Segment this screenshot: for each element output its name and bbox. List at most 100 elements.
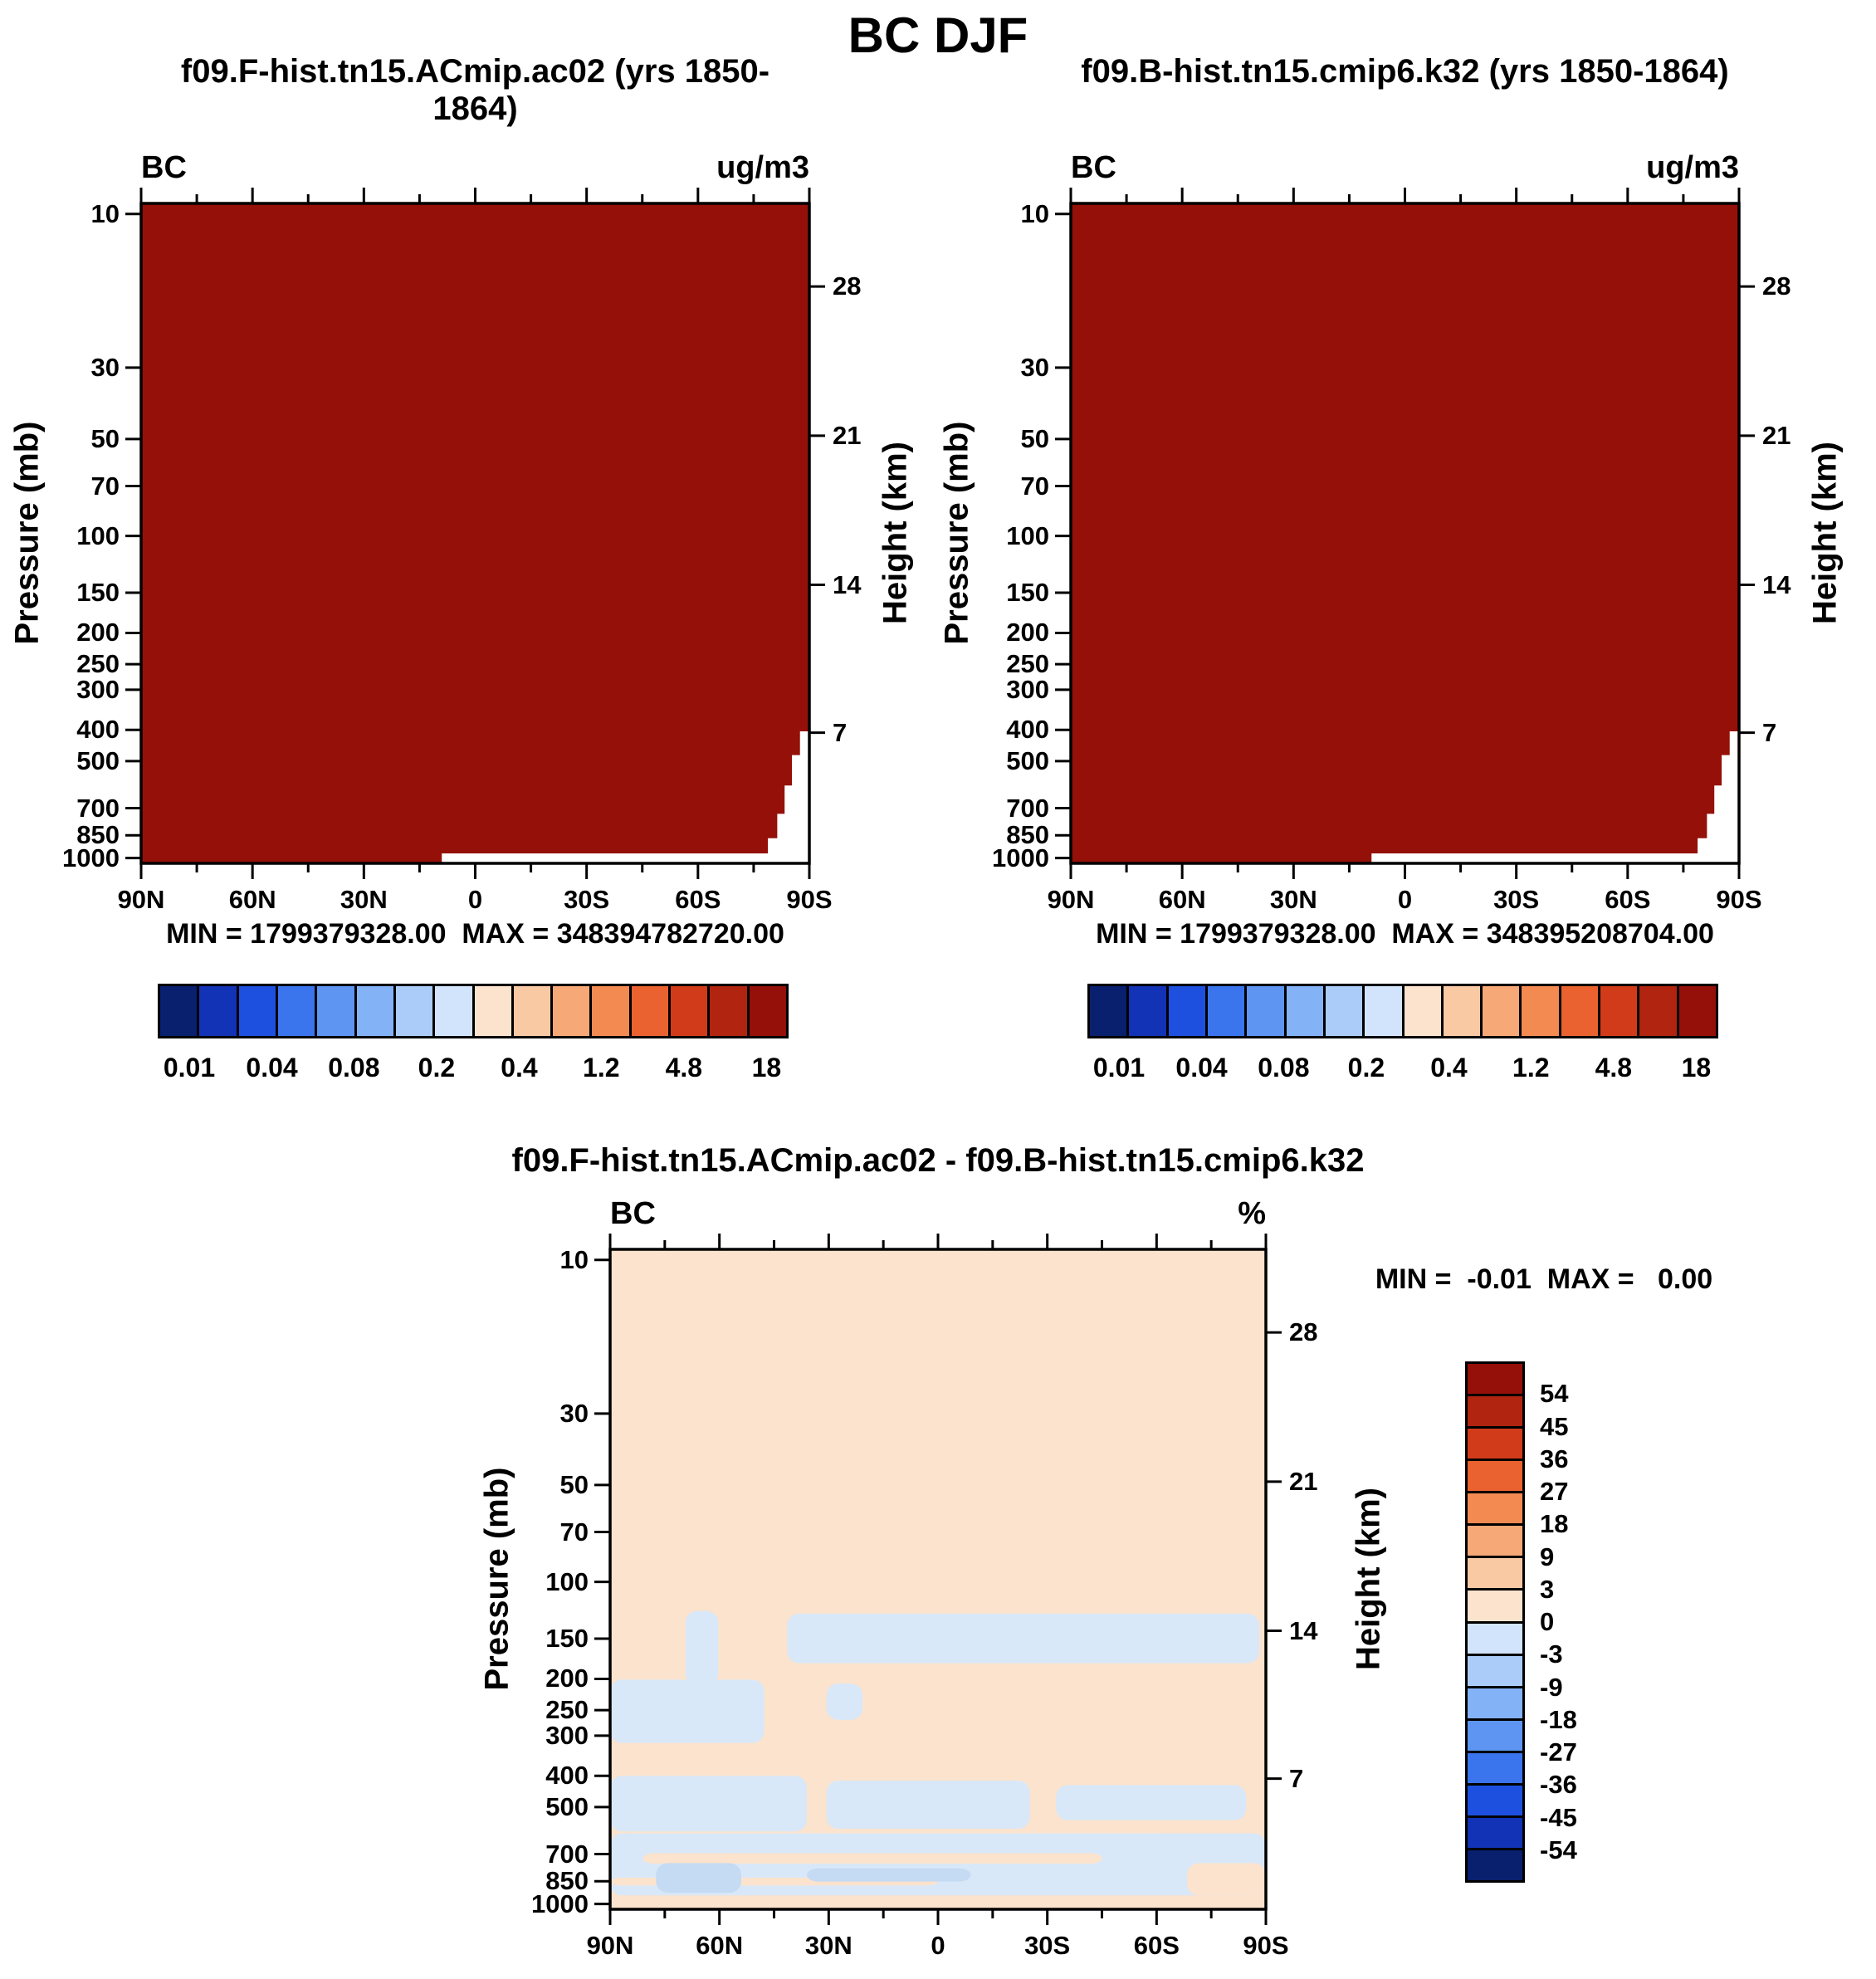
colorbar-cell [315, 984, 357, 1038]
latitude-tick-label: 0 [467, 885, 483, 914]
colorbar-label: 0.08 [1258, 1053, 1310, 1082]
field-label-diff: BC [610, 1196, 656, 1231]
diff-blob [610, 1679, 765, 1743]
pressure-tick-label: 70 [559, 1517, 589, 1547]
panel-title-right: f09.B-hist.tn15.cmip6.k32 (yrs 1850-1864… [1081, 53, 1729, 90]
pressure-tick-label: 500 [545, 1791, 589, 1821]
height-tick-label: 28 [833, 271, 862, 301]
pressure-tick-label: 150 [545, 1623, 589, 1653]
colorbar-label: 0 [1540, 1607, 1555, 1636]
colorbar-vertical [1465, 1361, 1525, 1883]
pressure-tick-label: 200 [76, 618, 120, 647]
latitude-tick-label: 90S [786, 885, 833, 914]
pressure-tick-label: 70 [1020, 471, 1049, 501]
colorbar-cell [393, 984, 436, 1038]
colorbar-cell [1519, 984, 1561, 1038]
colorbar-label: 45 [1540, 1411, 1569, 1441]
colorbar-cell [1322, 984, 1365, 1038]
height-tick-label: 7 [1762, 717, 1777, 747]
height-tick-label: 28 [1289, 1317, 1318, 1347]
pressure-tick-label: 10 [1020, 198, 1049, 228]
pressure-tick-label: 100 [76, 520, 120, 550]
colorbar-label: 0.04 [1175, 1053, 1228, 1082]
colorbar-cell [236, 984, 278, 1038]
colorbar-cell [1465, 1847, 1525, 1883]
height-tick-label: 7 [1289, 1763, 1304, 1793]
contour-fill [1071, 203, 1739, 863]
height-tick-label: 21 [833, 420, 862, 450]
colorbar-label: 18 [1681, 1053, 1712, 1082]
colorbar-cell [550, 984, 593, 1038]
diff-blob [1187, 1863, 1266, 1896]
latitude-tick-label: 90S [1716, 885, 1762, 914]
pressure-tick-label: 150 [76, 577, 120, 607]
latitude-tick-label: 60N [1158, 885, 1206, 914]
pressure-tick-label: 50 [559, 1469, 589, 1499]
colorbar-label: -36 [1540, 1770, 1577, 1800]
colorbar-cell [1465, 1685, 1525, 1721]
pressure-tick-label: 700 [1006, 793, 1049, 823]
colorbar-cell [197, 984, 239, 1038]
colorbar-label: 18 [751, 1053, 782, 1082]
colorbar-label: 54 [1540, 1379, 1569, 1409]
colorbar-cell [1465, 1556, 1525, 1591]
colorbar-cell [628, 984, 672, 1038]
diff-blob [642, 1853, 1102, 1864]
height-axis-title-left: Height (km) [877, 442, 914, 624]
units-label-diff: % [1238, 1196, 1266, 1231]
colorbar-cell [1165, 984, 1208, 1038]
colorbar-cell [1598, 984, 1640, 1038]
latitude-tick-label: 30S [1493, 885, 1540, 914]
pressure-tick-label: 30 [559, 1398, 589, 1428]
surface-wedge [1698, 731, 1739, 863]
colorbar-cell [275, 984, 318, 1038]
colorbar-cell [1283, 984, 1326, 1038]
colorbar-cell [1465, 1718, 1525, 1753]
latitude-tick-label: 30N [1269, 885, 1317, 914]
colorbar-cell [1465, 1750, 1525, 1786]
pressure-tick-label: 850 [76, 820, 120, 850]
height-tick-label: 21 [1762, 420, 1791, 450]
colorbar-cell [707, 984, 750, 1038]
contour-fill [141, 203, 809, 863]
colorbar-label: 1.2 [583, 1053, 620, 1082]
panel-title-left: f09.F-hist.tn15.ACmip.ac02 (yrs 1850-186… [180, 53, 770, 127]
colorbar-cell [589, 984, 632, 1038]
pressure-tick-label: 850 [1006, 820, 1049, 850]
surface-wedge [768, 731, 809, 863]
pressure-tick-label: 200 [545, 1664, 589, 1693]
colorbar-label: -18 [1540, 1704, 1577, 1734]
pressure-tick-label: 10 [90, 198, 120, 228]
colorbar-cell [1401, 984, 1444, 1038]
colorbar-label: 1.2 [1512, 1053, 1550, 1082]
colorbar-cell [354, 984, 396, 1038]
pressure-tick-label: 850 [545, 1866, 589, 1896]
colorbar-cell [1676, 984, 1718, 1038]
pressure-tick-label: 70 [90, 471, 120, 501]
pressure-tick-label: 100 [1006, 520, 1049, 550]
stats-right: MIN = 1799379328.00 MAX = 348395208704.0… [1096, 918, 1714, 950]
pressure-tick-label: 150 [1006, 577, 1049, 607]
field-label-right: BC [1071, 150, 1116, 185]
colorbar-cell [746, 984, 789, 1038]
colorbar-label: 4.8 [665, 1053, 703, 1082]
pressure-tick-label: 200 [1006, 618, 1049, 647]
diff-blob [807, 1868, 971, 1882]
latitude-tick-label: 30S [564, 885, 610, 914]
colorbar-label: 0.4 [501, 1053, 538, 1082]
pressure-tick-label: 400 [1006, 715, 1049, 745]
pressure-tick-label: 10 [559, 1244, 589, 1274]
latitude-tick-label: 60S [1605, 885, 1651, 914]
colorbar-label: 9 [1540, 1542, 1555, 1571]
height-axis-title-diff: Height (km) [1350, 1488, 1387, 1670]
diff-blob [685, 1610, 719, 1685]
surface-strip [1371, 853, 1739, 864]
pressure-tick-label: 1000 [531, 1889, 589, 1918]
colorbar-cell [1440, 984, 1483, 1038]
diff-blob [656, 1863, 741, 1893]
colorbar-horizontal [1087, 984, 1718, 1038]
colorbar-label: 0.4 [1430, 1053, 1468, 1082]
colorbar-cell [471, 984, 514, 1038]
plot-area-right [1055, 188, 1755, 879]
height-tick-label: 14 [833, 569, 862, 599]
